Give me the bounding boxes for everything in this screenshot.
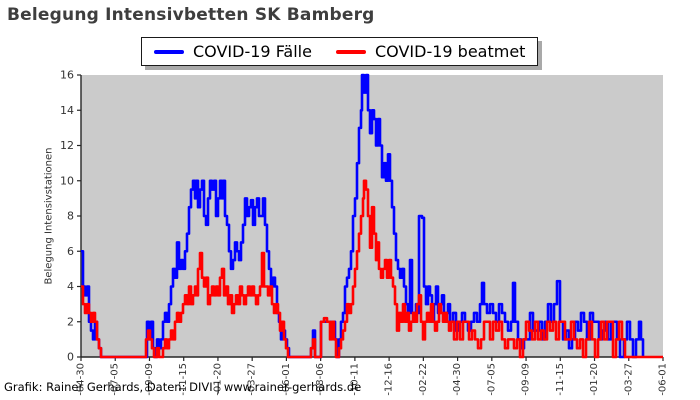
legend: COVID-19 Fälle COVID-19 beatmet [141,37,539,66]
x-tick-label: -11-15 [178,363,189,396]
legend-item-ventilated: COVID-19 beatmet [335,42,526,61]
x-tick-label: -08-06 [315,363,326,396]
x-tick-label: -03-27 [623,363,634,396]
x-tick-label: -09-09 [144,363,155,396]
x-tick-label: -06-01 [658,363,669,396]
y-tick-label: 8 [67,210,74,223]
y-tick-label: 2 [67,315,74,328]
cases-line-swatch [154,49,184,54]
legend-label-ventilated: COVID-19 beatmet [374,42,526,61]
attribution-text: Grafik: Rainer Gerhards, Daten: DIVI | w… [4,380,362,394]
x-tick-label: -04-30 [452,363,463,396]
y-tick-label: 10 [60,174,74,187]
x-tick-label: -04-30 [76,363,87,396]
legend-item-cases: COVID-19 Fälle [154,42,312,61]
x-tick-label: -07-05 [486,363,497,396]
ventilated-series-line [81,179,663,359]
y-tick-label: 0 [67,351,74,364]
y-tick-label: 6 [67,245,74,258]
y-tick-label: 12 [60,139,74,152]
x-tick-label: -11-15 [555,363,566,396]
x-tick-label: -06-01 [281,363,292,396]
x-tick-label: -09-09 [521,363,532,396]
y-tick-label: 14 [60,104,74,117]
y-axis-title: Belegung Intensivstationen [44,147,55,284]
y-tick-label: 16 [60,69,74,82]
y-tick-label: 4 [67,280,74,293]
x-tick-label: -02-22 [418,363,429,396]
x-tick-label: -01-20 [212,363,223,396]
chart-title: Belegung Intensivbetten SK Bamberg [7,5,375,25]
legend-label-cases: COVID-19 Fälle [193,42,312,61]
x-tick-label: -07-05 [110,363,121,396]
ventilated-line-swatch [335,49,366,54]
cases-series-line [81,73,645,359]
x-tick-label: -01-20 [589,363,600,396]
x-tick-label: -10-11 [349,363,360,396]
x-tick-label: -03-27 [247,363,258,396]
x-tick-label: -12-16 [384,363,395,396]
